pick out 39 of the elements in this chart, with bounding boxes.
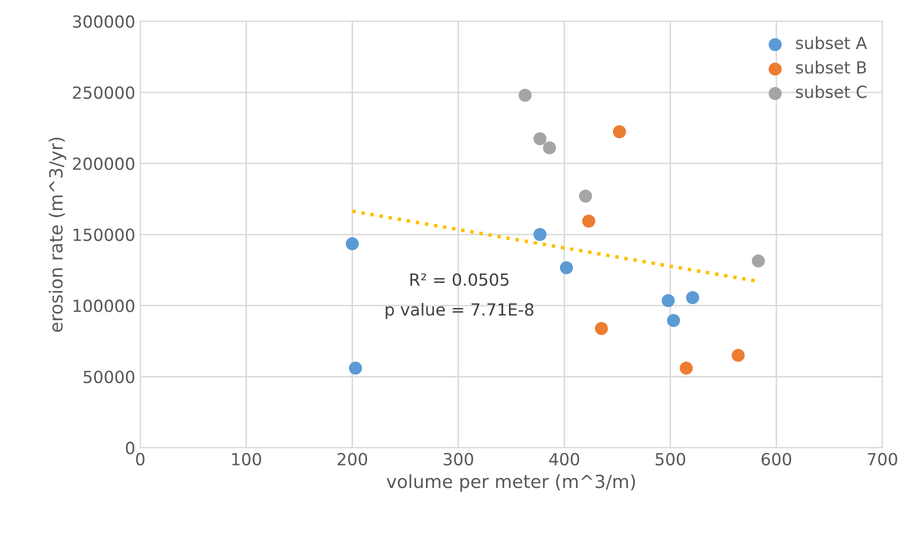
point: [667, 314, 680, 328]
point: [348, 362, 362, 375]
x-tick-label: 600: [762, 452, 792, 466]
y-tick-label: 100000: [74, 300, 134, 312]
point: [579, 190, 592, 203]
point: [594, 322, 608, 335]
y-axis-title: erosion rate (m^3/yr): [48, 138, 66, 332]
point: [732, 348, 745, 362]
legend-label: subset C: [796, 85, 866, 98]
x-tick-label: 300: [444, 452, 474, 466]
y-tick-label: 50000: [84, 370, 134, 384]
x-tick-label: 200: [338, 452, 368, 466]
point: [752, 254, 765, 268]
point: [662, 294, 675, 308]
point: [346, 237, 359, 250]
annotation: R² = 0.0505: [410, 273, 508, 286]
x-tick-label: 100: [232, 452, 262, 466]
point: [533, 132, 546, 146]
annotation: p value = 7.71E-8: [386, 302, 534, 319]
point: [533, 228, 546, 242]
point: [680, 362, 693, 375]
y-tick-label: 300000: [73, 15, 134, 28]
legend-label: subset B: [796, 60, 866, 74]
point: [560, 261, 573, 274]
x-axis-title: volume per meter (m^3/m): [386, 474, 635, 492]
y-tick-label: 250000: [73, 86, 134, 99]
point: [612, 125, 626, 138]
x-tick-label: 400: [549, 452, 580, 466]
y-tick-label: 150000: [74, 228, 134, 242]
x-tick-label: 700: [868, 452, 898, 466]
point: [518, 88, 532, 102]
point: [686, 291, 700, 304]
point: [582, 214, 596, 228]
point: [542, 141, 556, 154]
y-tick-label: 200000: [73, 157, 134, 170]
x-tick-label: 500: [656, 452, 686, 466]
legend-label: subset A: [796, 36, 867, 50]
x-tick-label: 0: [136, 452, 144, 466]
y-tick-label: 0: [126, 442, 134, 454]
